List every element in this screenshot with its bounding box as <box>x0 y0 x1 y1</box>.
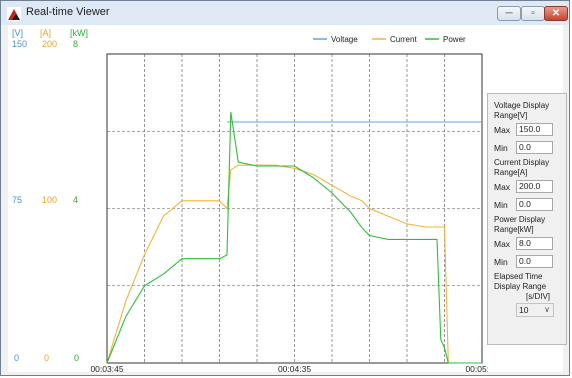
viewer-client-area: [V] [A] [kW] 150 200 8 75 100 4 0 0 0 Vo… <box>8 25 567 372</box>
power-unit-label: [kW] <box>70 28 88 38</box>
voltage-max-label: 150 <box>12 39 28 49</box>
current-mid-label: 100 <box>42 195 58 205</box>
power-min-label: 0 <box>74 353 80 363</box>
elapsed-range-select[interactable]: 10 ∨ <box>516 303 554 317</box>
minimize-button[interactable]: ─ <box>497 6 521 21</box>
current-max-label: 200 <box>42 39 58 49</box>
voltage-mid-label: 75 <box>12 195 23 205</box>
maximize-button[interactable]: ▫ <box>521 6 545 21</box>
realtime-chart: Voltage Current Power 00:03:45 00:04:35 00:05… <box>90 35 488 372</box>
power-min-input[interactable]: 0.0 <box>516 255 553 268</box>
app-logo-icon <box>7 7 21 21</box>
power-max-label: 8 <box>73 39 79 49</box>
close-icon: ✕ <box>551 8 561 19</box>
time-tick-label: 00:03:45 <box>90 364 123 372</box>
current-max-input[interactable]: 200.0 <box>516 180 553 193</box>
maximize-icon: ▫ <box>531 8 535 19</box>
display-range-panel: Voltage Display Range[V] Max 150.0 Min 0… <box>487 93 567 345</box>
time-tick-label: 00:05:25 <box>465 364 488 372</box>
current-max-field-label: Max <box>494 182 511 192</box>
voltage-min-label: 0 <box>14 353 20 363</box>
elapsed-range-label: Elapsed Time Display Range <box>494 272 547 291</box>
minimize-icon: ─ <box>505 8 513 19</box>
current-min-input[interactable]: 0.0 <box>516 198 553 211</box>
title-bar[interactable]: Real-time Viewer ─ ▫ ✕ <box>1 1 569 25</box>
voltage-max-input[interactable]: 150.0 <box>516 123 553 136</box>
time-tick-label: 00:04:35 <box>278 364 311 372</box>
legend-label-power: Power <box>443 35 466 44</box>
window-title: Real-time Viewer <box>26 6 110 18</box>
power-max-input[interactable]: 8.0 <box>516 237 553 250</box>
current-range-label: Current Display Range[A] <box>494 158 550 177</box>
legend-label-current: Current <box>390 35 417 44</box>
voltage-unit-label: [V] <box>12 28 24 38</box>
voltage-range-label: Voltage Display Range[V] <box>494 101 550 120</box>
current-min-label: 0 <box>44 353 50 363</box>
chevron-down-icon: ∨ <box>544 305 550 314</box>
power-mid-label: 4 <box>73 195 79 205</box>
elapsed-range-value: 10 <box>519 305 529 315</box>
voltage-max-field-label: Max <box>494 125 511 135</box>
current-unit-label: [A] <box>40 28 52 38</box>
power-min-field-label: Min <box>494 257 508 267</box>
voltage-min-field-label: Min <box>494 143 508 153</box>
close-button[interactable]: ✕ <box>544 6 568 21</box>
legend-label-voltage: Voltage <box>331 35 358 44</box>
elapsed-unit-label: [s/DIV] <box>526 292 551 301</box>
series-line-power <box>106 111 482 364</box>
power-range-label: Power Display Range[kW] <box>494 215 546 234</box>
power-max-field-label: Max <box>494 239 511 249</box>
voltage-min-input[interactable]: 0.0 <box>516 141 553 154</box>
current-min-field-label: Min <box>494 200 508 210</box>
